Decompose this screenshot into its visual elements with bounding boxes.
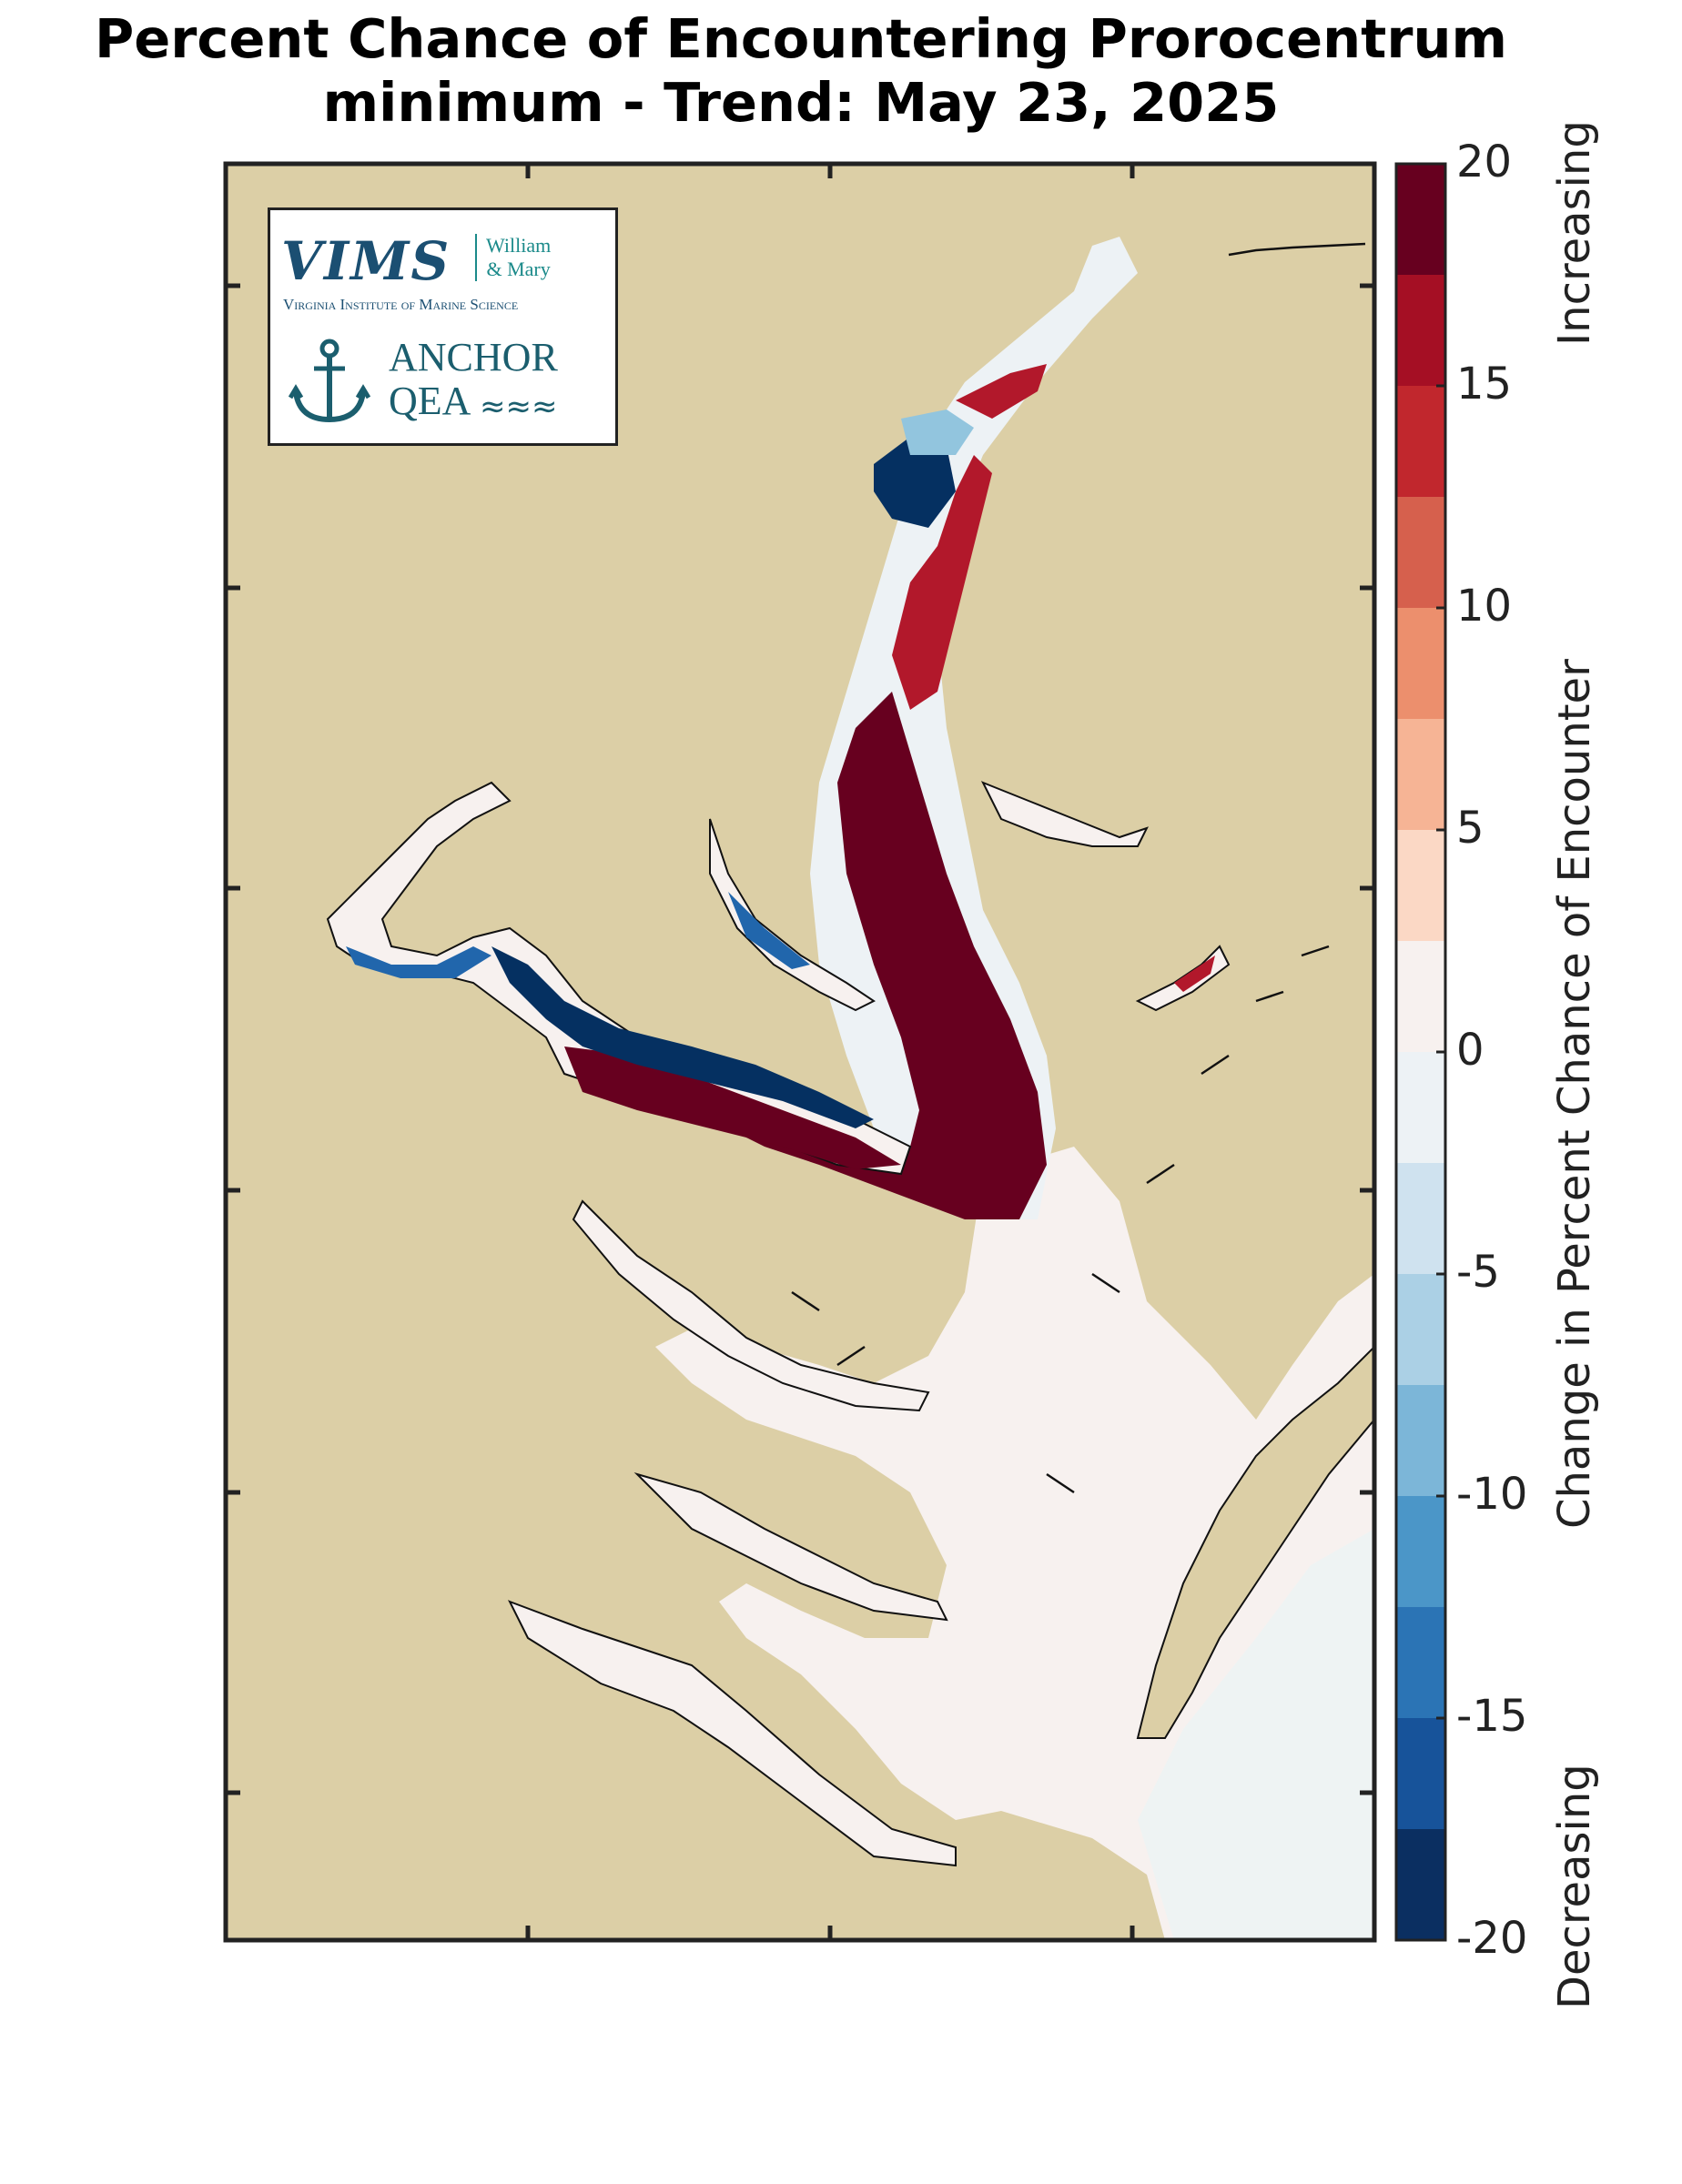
ocean-water [1138, 1529, 1374, 1940]
river-choptank [980, 781, 1149, 847]
anchor-line-2: QEA [389, 379, 471, 423]
river-rappahannock [572, 1199, 930, 1412]
river-james [507, 1600, 957, 1867]
colorbar-segment [1396, 719, 1445, 831]
increase-upper [892, 455, 992, 710]
colorbar-top-label: Increasing [1549, 120, 1600, 346]
colorbar-segment [1396, 1607, 1445, 1719]
river-york [633, 1471, 948, 1622]
chart-title: Percent Chance of Encountering Prorocent… [0, 7, 1602, 135]
colorbar-segment [1396, 275, 1445, 387]
increase-susquehanna [956, 364, 1047, 419]
title-line-2: minimum - Trend: May 23, 2025 [322, 71, 1280, 134]
decrease-light [901, 410, 974, 455]
anchor-qea-logo: ANCHOR QEA [389, 336, 558, 423]
decrease-upper-pocket [874, 437, 956, 528]
waves-icon: ≈≈≈ [480, 389, 558, 425]
nanticoke-increase [1174, 956, 1215, 992]
colorbar-segment [1396, 497, 1445, 609]
colorbar-tick-label: -20 [1456, 1913, 1528, 1964]
patuxent-decrease [728, 892, 810, 969]
colorbar [1394, 162, 1447, 1942]
colorbar-tick-label: 10 [1456, 581, 1513, 632]
colorbar-tick-label: -10 [1456, 1469, 1528, 1520]
colorbar-segment [1396, 1718, 1445, 1830]
potomac-increase [564, 1046, 901, 1169]
colorbar-segment [1396, 1496, 1445, 1608]
colorbar-tick-label: -15 [1456, 1691, 1528, 1742]
colorbar-segment [1396, 1274, 1445, 1386]
colorbar-tick-label: 5 [1456, 803, 1484, 854]
colorbar-tick-label: 0 [1456, 1025, 1484, 1076]
wm-line-1: William [486, 234, 552, 257]
anchor-icon [289, 339, 370, 423]
colorbar-segment [1396, 164, 1445, 276]
colorbar-segment [1396, 608, 1445, 720]
potomac-decrease [491, 946, 874, 1128]
colorbar-segment [1396, 1052, 1445, 1164]
vims-logo: VIMS [281, 230, 451, 292]
colorbar-segment [1396, 1829, 1445, 1941]
colorbar-segment [1396, 1385, 1445, 1497]
wm-line-2: & Mary [486, 258, 551, 280]
map-ticks [226, 164, 1374, 1940]
anchor-line-1: ANCHOR [389, 335, 558, 379]
colorbar-tick-label: 20 [1456, 136, 1513, 187]
increase-core [728, 692, 1047, 1219]
colorbar-segment [1396, 830, 1445, 942]
vims-subtitle: Virginia Institute of Marine Science [283, 296, 519, 313]
title-line-1: Percent Chance of Encountering Prorocent… [95, 7, 1507, 70]
logo-box: VIMS William & Mary Virginia Institute o… [268, 207, 618, 446]
colorbar-axis-label: Change in Percent Chance of Encounter [1549, 659, 1600, 1529]
shoreline-detail [791, 242, 1366, 1494]
colorbar-segment [1396, 386, 1445, 498]
colorbar-segment [1396, 1163, 1445, 1275]
colorbar-bottom-label: Decreasing [1549, 1764, 1600, 2009]
colorbar-tick-label: -5 [1456, 1247, 1500, 1298]
colorbar-tick-label: 15 [1456, 359, 1513, 410]
map-frame [223, 161, 1377, 1943]
potomac-upper-decrease [346, 946, 491, 978]
colorbar-segment [1396, 941, 1445, 1053]
william-mary-logo: William & Mary [475, 234, 551, 281]
